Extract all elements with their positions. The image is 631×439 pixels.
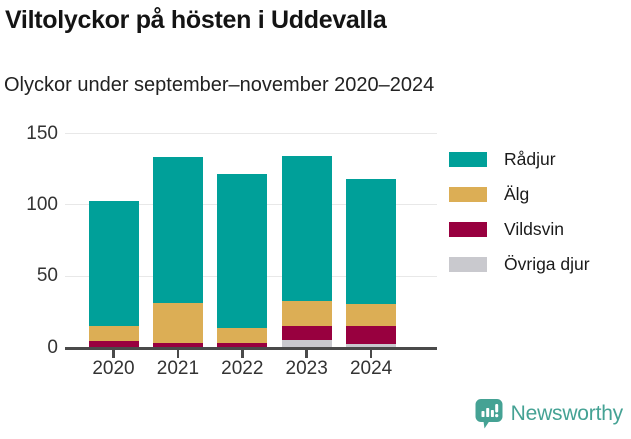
bar-group-2022 — [217, 174, 268, 347]
bar-segment-r-djur — [346, 178, 397, 305]
bar-segment-vildsvin — [346, 325, 397, 345]
legend-item--lg: Älg — [449, 184, 590, 205]
bar-segment--lg — [281, 301, 332, 326]
legend-label: Älg — [504, 184, 530, 204]
y-gridline — [65, 133, 437, 134]
bar-segment--vriga-djur — [281, 339, 332, 347]
legend-swatch — [449, 187, 487, 202]
newsworthy-icon — [475, 399, 503, 429]
bar-segment-r-djur — [217, 174, 268, 329]
x-axis-label: 2023 — [285, 358, 328, 379]
legend-label: Rådjur — [504, 149, 556, 169]
bar-group-2023 — [281, 155, 332, 347]
legend-swatch — [449, 152, 487, 167]
page-title: Viltolyckor på hösten i Uddevalla — [5, 6, 387, 34]
legend-item--vriga-djur: Övriga djur — [449, 254, 590, 275]
chart-legend: Rådjur Älg Vildsvin Övriga djur — [449, 149, 590, 289]
bar-segment--vriga-djur — [346, 344, 397, 347]
newsworthy-wordmark: Newsworthy — [510, 402, 624, 425]
newsworthy-logo[interactable]: Newsworthy — [474, 397, 623, 431]
legend-label: Övriga djur — [504, 254, 590, 274]
x-axis-tick — [241, 349, 244, 358]
bar-group-2020 — [88, 201, 139, 347]
legend-swatch — [449, 222, 487, 237]
y-axis-tick-label: 100 — [26, 193, 58, 215]
legend-swatch — [449, 257, 487, 272]
bar-segment-r-djur — [281, 155, 332, 302]
bar-segment--lg — [88, 325, 139, 342]
legend-item-r-djur: Rådjur — [449, 149, 590, 170]
x-axis-label: 2021 — [156, 358, 200, 379]
bar-segment--lg — [217, 328, 268, 343]
legend-item-vildsvin: Vildsvin — [449, 219, 590, 240]
x-axis-label: 2022 — [221, 358, 264, 379]
bar-group-2024 — [346, 178, 397, 347]
page-subtitle: Olyckor under september–november 2020–20… — [4, 74, 435, 96]
bar-group-2021 — [152, 157, 203, 347]
bar-segment-r-djur — [152, 157, 203, 303]
x-axis-label: 2024 — [349, 358, 393, 379]
bar-segment--lg — [152, 302, 203, 343]
y-axis-tick-label: 50 — [36, 265, 58, 287]
x-axis-tick — [369, 349, 373, 358]
bar-segment-vildsvin — [88, 341, 139, 347]
x-axis-line — [65, 347, 437, 350]
bar-segment-r-djur — [88, 201, 139, 326]
bar-segment--lg — [346, 304, 397, 326]
x-axis-label: 2020 — [92, 358, 135, 379]
bar-segment-vildsvin — [217, 342, 268, 347]
x-axis-tick — [112, 349, 115, 358]
y-axis-tick-label: 0 — [47, 336, 58, 358]
x-axis-tick — [176, 349, 180, 358]
y-axis-tick-label: 150 — [26, 122, 58, 144]
bar-segment-vildsvin — [281, 325, 332, 340]
legend-label: Vildsvin — [504, 219, 564, 239]
bar-segment-vildsvin — [152, 342, 203, 347]
x-axis-tick — [305, 349, 308, 358]
